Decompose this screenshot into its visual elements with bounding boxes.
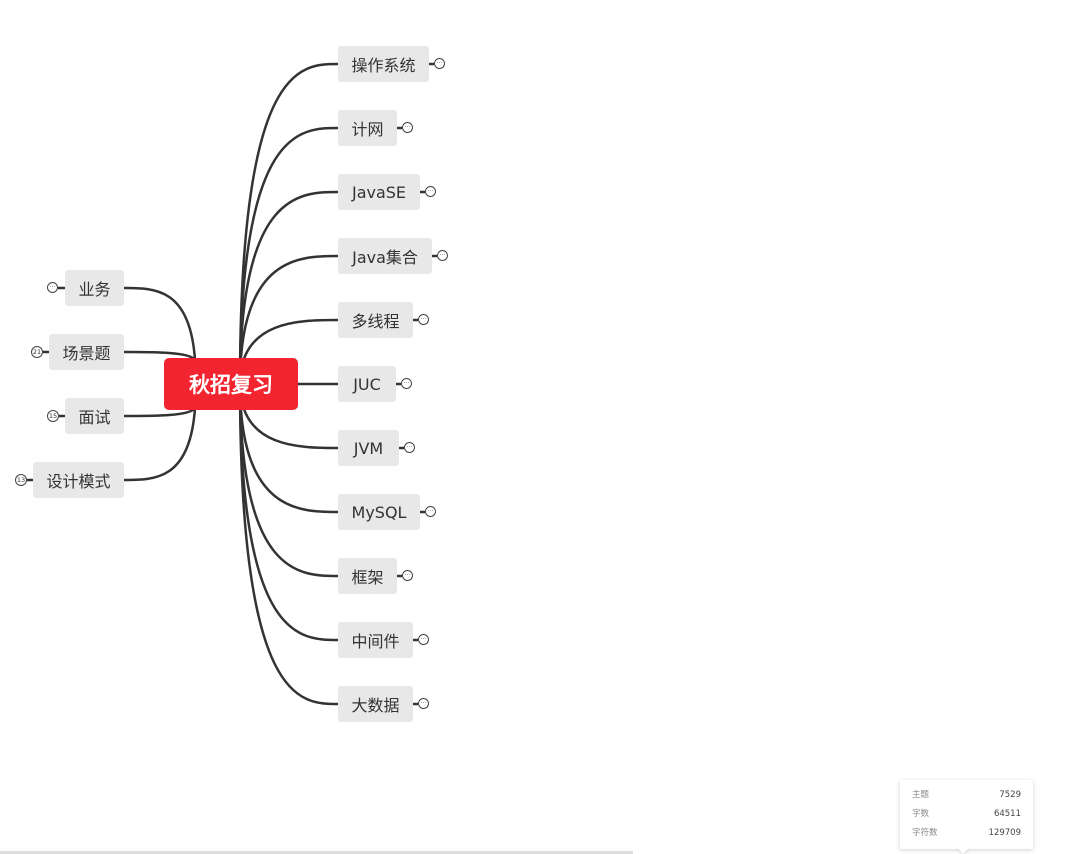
stats-label: 主题 xyxy=(912,790,930,800)
topic-javase[interactable]: JavaSE xyxy=(338,174,420,210)
topic-frameworks[interactable]: 框架 xyxy=(338,558,397,594)
stats-row-characters: 字符数 129709 xyxy=(912,826,1021,845)
topic-interview[interactable]: 面试 xyxy=(65,398,124,434)
topic-mysql[interactable]: MySQL xyxy=(338,494,420,530)
topic-big-data[interactable]: 大数据 xyxy=(338,686,413,722)
connector-line xyxy=(238,383,339,578)
connector-line xyxy=(238,190,339,385)
central-topic[interactable]: 秋招复习 xyxy=(164,358,298,410)
collapse-toggle-icon[interactable]: ··· xyxy=(402,122,413,133)
collapse-toggle-icon[interactable]: ··· xyxy=(425,506,436,517)
collapse-toggle-icon[interactable]: ··· xyxy=(418,314,429,325)
connector-line xyxy=(238,62,339,385)
canvas-bottom-border xyxy=(0,851,633,854)
topic-scenarios[interactable]: 场景题 xyxy=(49,334,124,370)
connector-line xyxy=(238,126,339,385)
collapse-toggle-icon[interactable]: ··· xyxy=(425,186,436,197)
child-count-badge[interactable]: 21 xyxy=(31,346,43,358)
stats-label: 字符数 xyxy=(912,828,938,838)
collapse-toggle-icon[interactable]: ··· xyxy=(437,250,448,261)
collapse-toggle-icon[interactable]: ··· xyxy=(418,698,429,709)
connector-line xyxy=(123,407,197,482)
topic-middleware[interactable]: 中间件 xyxy=(338,622,413,658)
stats-row-topics: 主题 7529 xyxy=(912,788,1021,807)
collapse-toggle-icon[interactable]: ··· xyxy=(401,378,412,389)
collapse-toggle-icon[interactable]: ··· xyxy=(418,634,429,645)
topic-design-patterns[interactable]: 设计模式 xyxy=(33,462,124,498)
collapse-toggle-icon[interactable]: ··· xyxy=(404,442,415,453)
topic-jvm[interactable]: JVM xyxy=(338,430,399,466)
word-count-popup: 主题 7529 字数 64511 字符数 129709 xyxy=(900,780,1033,849)
popup-pointer xyxy=(957,848,969,854)
topic-java-collections[interactable]: Java集合 xyxy=(338,238,432,274)
topic-network[interactable]: 计网 xyxy=(338,110,397,146)
collapse-toggle-icon[interactable]: ··· xyxy=(47,282,58,293)
collapse-toggle-icon[interactable]: ··· xyxy=(434,58,445,69)
stats-row-words: 字数 64511 xyxy=(912,807,1021,826)
stats-value: 7529 xyxy=(999,790,1021,800)
topic-os[interactable]: 操作系统 xyxy=(338,46,429,82)
stats-value: 64511 xyxy=(993,809,1021,819)
topic-juc[interactable]: JUC xyxy=(338,366,396,402)
collapse-toggle-icon[interactable]: ··· xyxy=(402,570,413,581)
connector-line xyxy=(238,383,339,706)
connector-line xyxy=(123,286,197,361)
child-count-badge[interactable]: 15 xyxy=(47,410,59,422)
stats-label: 字数 xyxy=(912,809,930,819)
child-count-badge[interactable]: 13 xyxy=(15,474,27,486)
stats-value: 129709 xyxy=(988,828,1021,838)
connector-line xyxy=(238,254,339,385)
topic-multithreading[interactable]: 多线程 xyxy=(338,302,413,338)
connector-line xyxy=(238,383,339,514)
topic-business[interactable]: 业务 xyxy=(65,270,124,306)
